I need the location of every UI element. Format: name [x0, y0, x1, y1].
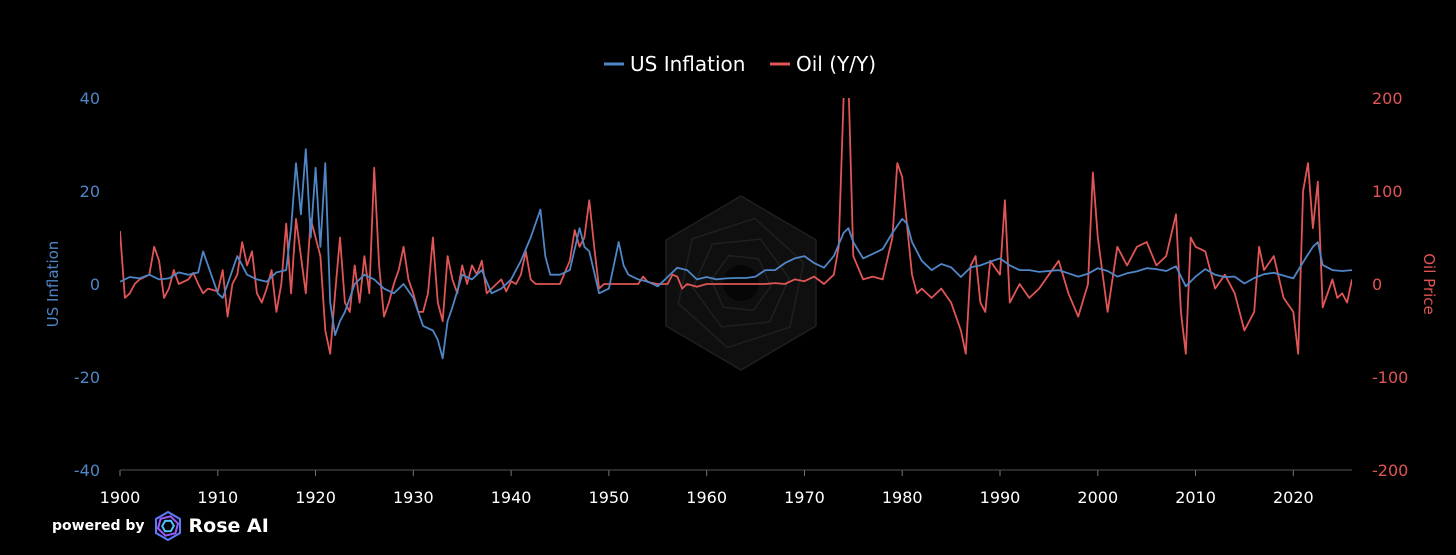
x-tick-label: 2020	[1273, 488, 1314, 507]
x-tick-label: 1900	[100, 488, 141, 507]
x-tick-label: 2000	[1077, 488, 1118, 507]
y-tick-left-label: 20	[80, 182, 100, 201]
rose-ai-logo-icon	[154, 511, 181, 541]
y-tick-right-label: 0	[1372, 275, 1382, 294]
x-tick-label: 1930	[393, 488, 434, 507]
legend: US Inflation Oil (Y/Y)	[604, 52, 876, 76]
x-tick-label: 1950	[589, 488, 630, 507]
y-tick-left-label: 40	[80, 89, 100, 108]
series-layer	[120, 98, 1352, 360]
y-axis-title-left: US Inflation	[44, 241, 62, 328]
y-axis-title-right: Oil Price	[1420, 253, 1438, 315]
x-tick-label: 1940	[491, 488, 532, 507]
legend-label-inflation: US Inflation	[630, 52, 745, 76]
brand-name: Rose AI	[188, 515, 269, 537]
y-tick-left-label: -40	[74, 461, 100, 480]
legend-label-oil: Oil (Y/Y)	[796, 52, 876, 76]
x-tick-label: 2010	[1175, 488, 1216, 507]
x-tick-label: 1990	[980, 488, 1021, 507]
y-tick-right-label: 200	[1372, 89, 1403, 108]
y-ticks-right: 200 100 0 -100 -200	[1372, 89, 1408, 480]
y-tick-left-label: 0	[90, 275, 100, 294]
x-tick-label: 1960	[686, 488, 727, 507]
x-tick-label: 1920	[295, 488, 336, 507]
watermark-logo	[665, 195, 817, 371]
y-tick-right-label: -200	[1372, 461, 1408, 480]
series-line-oil-yoy	[120, 98, 1352, 355]
powered-by-text: powered by	[52, 518, 145, 534]
x-ticks: 1900 1910 1920 1930 1940 1950 1960 1970 1980 1990…	[100, 470, 1314, 507]
x-tick-label: 1970	[784, 488, 825, 507]
x-tick-label: 1910	[197, 488, 238, 507]
x-tick-label: 1980	[882, 488, 923, 507]
y-tick-left-label: -20	[74, 368, 100, 387]
branding: powered by Rose AI	[52, 508, 269, 544]
series-line-us-inflation	[120, 148, 1352, 360]
y-tick-right-label: -100	[1372, 368, 1408, 387]
y-ticks-left: 40 20 0 -20 -40	[74, 89, 100, 480]
y-tick-right-label: 100	[1372, 182, 1403, 201]
